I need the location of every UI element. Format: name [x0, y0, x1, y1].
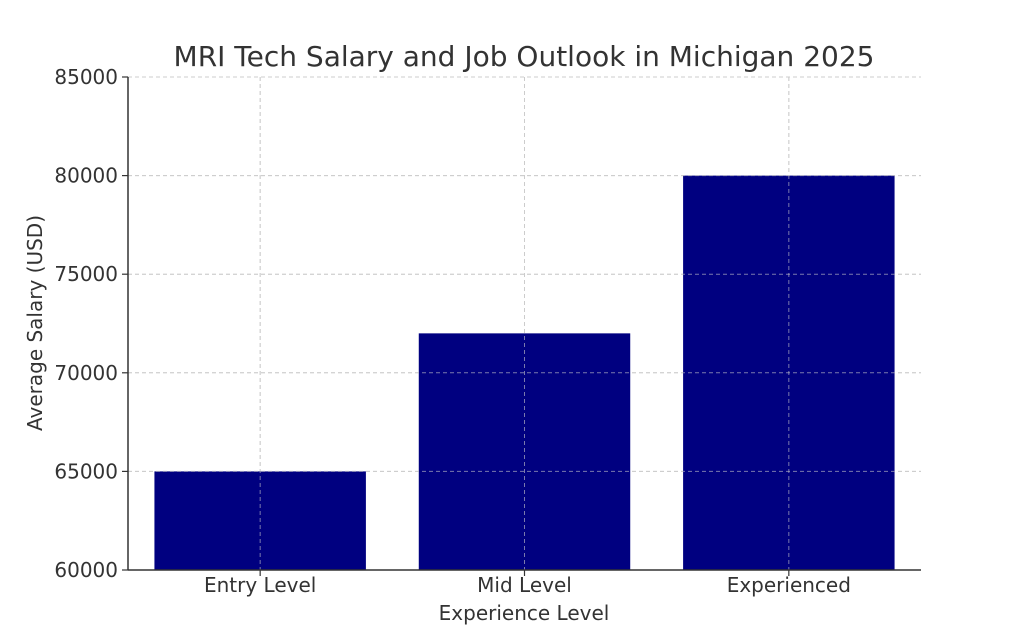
x-axis-label: Experience Level	[439, 601, 610, 625]
x-tick-label: Experienced	[727, 573, 851, 597]
y-axis-label: Average Salary (USD)	[23, 215, 47, 431]
grid-overlay	[128, 76, 921, 570]
y-tick-label: 70000	[54, 361, 118, 385]
ticks-layer: 60000 65000 70000 75000 80000 85000 Entry Leve…	[54, 65, 851, 597]
y-tick-label: 75000	[54, 262, 118, 286]
x-tick-label: Entry Level	[204, 573, 316, 597]
y-tick-label: 60000	[54, 558, 118, 582]
x-tick-label: Mid Level	[477, 573, 572, 597]
y-tick-label: 80000	[54, 164, 118, 188]
y-tick-label: 65000	[54, 459, 118, 483]
chart-title: MRI Tech Salary and Job Outlook in Michi…	[174, 40, 875, 73]
y-tick-label: 85000	[54, 65, 118, 89]
